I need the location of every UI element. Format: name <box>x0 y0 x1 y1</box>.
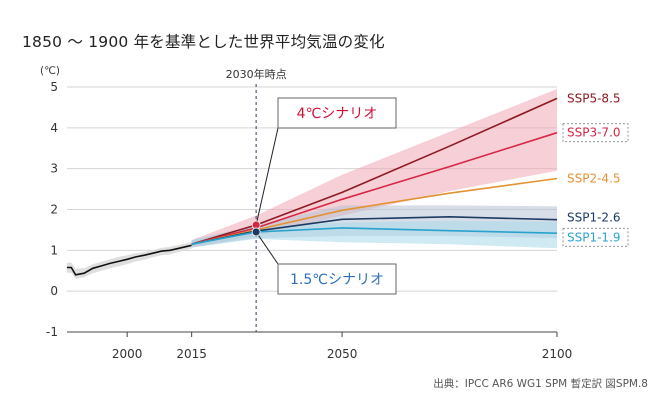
series-line-ssp5-8-5 <box>191 97 558 245</box>
series-label-box <box>562 227 629 247</box>
callout-leader-line <box>255 127 279 226</box>
y-axis-unit: (℃) <box>40 65 60 77</box>
series-label-ssp1-1-9: SSP1-1.9 <box>567 230 621 244</box>
historical-line <box>67 244 192 276</box>
series-line-ssp1-1-9 <box>191 227 558 245</box>
y-tick-label: 2 <box>50 203 58 217</box>
x-tick-label: 2015 <box>176 347 207 361</box>
callout-label: 1.5℃シナリオ <box>290 272 384 288</box>
y-tick-label: 0 <box>50 284 58 298</box>
reference-line-label: 2030年時点 <box>226 67 287 81</box>
band-ssp3-7-0 <box>191 89 557 248</box>
y-tick-label: -1 <box>46 325 58 339</box>
y-tick-label: 3 <box>50 162 58 176</box>
callout-box <box>277 263 397 295</box>
x-tick-label: 2000 <box>112 347 143 361</box>
series-label-ssp1-2-6: SSP1-2.6 <box>567 211 621 225</box>
series-label-box <box>562 123 629 143</box>
x-tick-label: 2100 <box>542 347 573 361</box>
series-label-ssp2-4-5: SSP2-4.5 <box>567 171 621 185</box>
callout-leader-line <box>255 231 279 265</box>
y-tick-label: 1 <box>50 243 58 257</box>
historical-band <box>67 242 192 279</box>
y-tick-label: 5 <box>50 80 58 94</box>
source-note: 出典：IPCC AR6 WG1 SPM 暫定訳 図SPM.8 <box>433 378 648 390</box>
x-tick-label: 2050 <box>327 347 358 361</box>
series-line-ssp3-7-0 <box>191 131 558 245</box>
scenario-marker <box>251 227 261 237</box>
callout-box <box>277 97 397 129</box>
y-tick-label: 4 <box>50 121 58 135</box>
chart-title: 1850 〜 1900 年を基準とした世界平均気温の変化 <box>22 33 385 51</box>
callout-label: 4℃シナリオ <box>297 106 378 122</box>
series-label-ssp3-7-0: SSP3-7.0 <box>567 126 621 140</box>
series-label-ssp5-8-5: SSP5-8.5 <box>567 91 621 105</box>
